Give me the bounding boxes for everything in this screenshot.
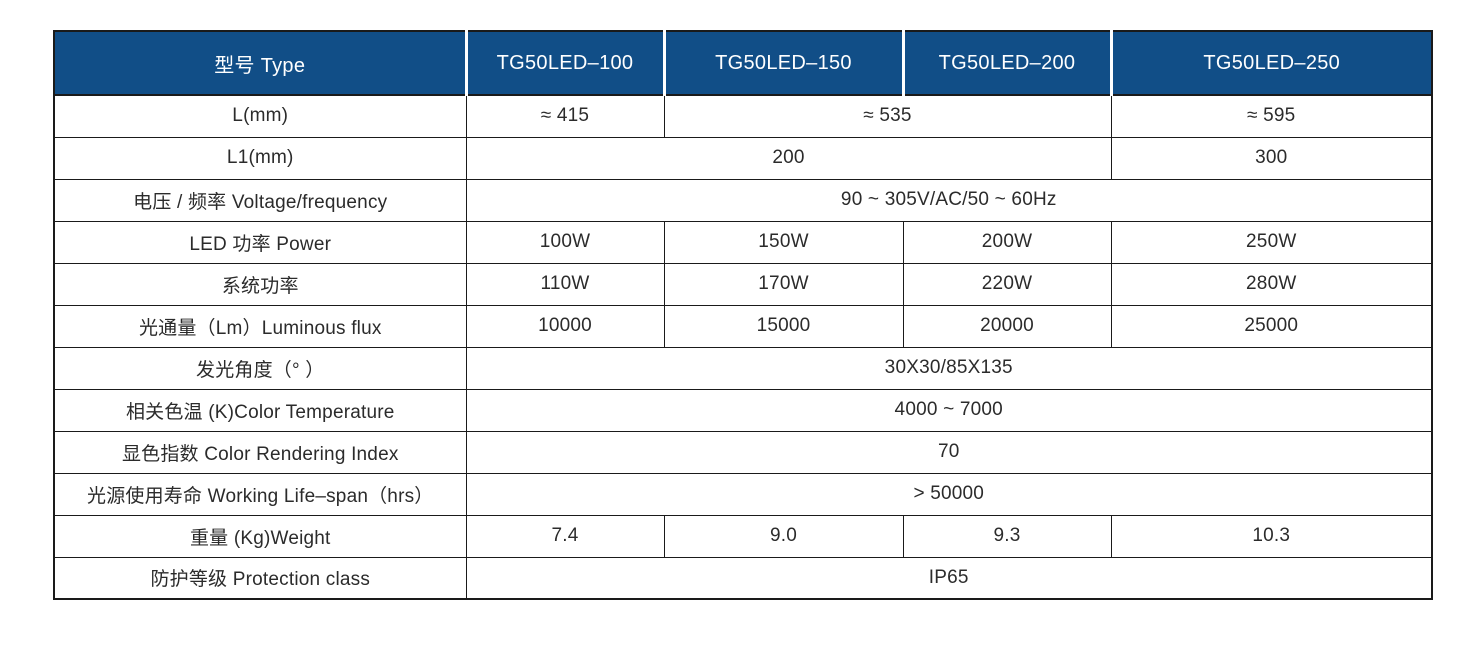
value-cell: 70 — [465, 430, 1433, 474]
value-cell: 220W — [902, 262, 1112, 306]
row-label: 显色指数 Color Rendering Index — [53, 430, 467, 474]
row-label: 重量 (Kg)Weight — [53, 514, 467, 558]
header-cell-type: 型号 Type — [54, 31, 466, 96]
value-cell: > 50000 — [465, 472, 1433, 516]
value-cell: IP65 — [465, 556, 1433, 600]
value-cell: 9.0 — [663, 514, 904, 558]
value-cell: 10000 — [465, 304, 665, 348]
header-cell-tg50led-100: TG50LED–100 — [464, 31, 664, 96]
row-label: 相关色温 (K)Color Temperature — [53, 388, 467, 432]
value-cell: 25000 — [1110, 304, 1433, 348]
row-l-mm: L(mm) ≈ 415 ≈ 535 ≈ 595 — [53, 94, 1433, 138]
row-voltage-frequency: 电压 / 频率 Voltage/frequency 90 ~ 305V/AC/5… — [53, 178, 1433, 222]
row-label: LED 功率 Power — [53, 220, 467, 264]
row-working-lifespan: 光源使用寿命 Working Life–span（hrs） > 50000 — [53, 472, 1433, 516]
value-cell: 200W — [902, 220, 1112, 264]
value-cell: 110W — [465, 262, 665, 306]
value-cell: 7.4 — [465, 514, 665, 558]
row-label: 电压 / 频率 Voltage/frequency — [53, 178, 467, 222]
header-row: 型号 Type TG50LED–100 TG50LED–150 TG50LED–… — [54, 31, 1432, 96]
row-color-temperature: 相关色温 (K)Color Temperature 4000 ~ 7000 — [53, 388, 1433, 432]
row-label: 光通量（Lm）Luminous flux — [53, 304, 467, 348]
value-cell: 20000 — [902, 304, 1112, 348]
header-cell-tg50led-150: TG50LED–150 — [662, 31, 903, 96]
value-cell: 30X30/85X135 — [465, 346, 1433, 390]
row-beam-angle: 发光角度（° ） 30X30/85X135 — [53, 346, 1433, 390]
value-cell: 100W — [465, 220, 665, 264]
value-cell: 200 — [465, 136, 1112, 180]
row-weight: 重量 (Kg)Weight 7.4 9.0 9.3 10.3 — [53, 514, 1433, 558]
row-led-power: LED 功率 Power 100W 150W 200W 250W — [53, 220, 1433, 264]
row-label: L1(mm) — [53, 136, 467, 180]
row-label: 系统功率 — [53, 262, 467, 306]
row-l1-mm: L1(mm) 200 300 — [53, 136, 1433, 180]
row-luminous-flux: 光通量（Lm）Luminous flux 10000 15000 20000 2… — [53, 304, 1433, 348]
value-cell: 4000 ~ 7000 — [465, 388, 1433, 432]
value-cell: 15000 — [663, 304, 904, 348]
value-cell: 10.3 — [1110, 514, 1433, 558]
row-system-power: 系统功率 110W 170W 220W 280W — [53, 262, 1433, 306]
value-cell: 250W — [1110, 220, 1433, 264]
row-color-rendering-index: 显色指数 Color Rendering Index 70 — [53, 430, 1433, 474]
value-cell: ≈ 415 — [465, 94, 665, 138]
value-cell: 300 — [1110, 136, 1433, 180]
value-cell: ≈ 535 — [663, 94, 1112, 138]
row-label: 防护等级 Protection class — [53, 556, 467, 600]
row-protection-class: 防护等级 Protection class IP65 — [53, 556, 1433, 600]
header-cell-tg50led-250: TG50LED–250 — [1109, 31, 1432, 96]
row-label: 光源使用寿命 Working Life–span（hrs） — [53, 472, 467, 516]
value-cell: 170W — [663, 262, 904, 306]
value-cell: ≈ 595 — [1110, 94, 1433, 138]
value-cell: 280W — [1110, 262, 1433, 306]
value-cell: 9.3 — [902, 514, 1112, 558]
header-cell-tg50led-200: TG50LED–200 — [901, 31, 1111, 96]
value-cell: 150W — [663, 220, 904, 264]
row-label: 发光角度（° ） — [53, 346, 467, 390]
value-cell: 90 ~ 305V/AC/50 ~ 60Hz — [465, 178, 1433, 222]
spec-table: 型号 Type TG50LED–100 TG50LED–150 TG50LED–… — [53, 30, 1433, 600]
row-label: L(mm) — [53, 94, 467, 138]
